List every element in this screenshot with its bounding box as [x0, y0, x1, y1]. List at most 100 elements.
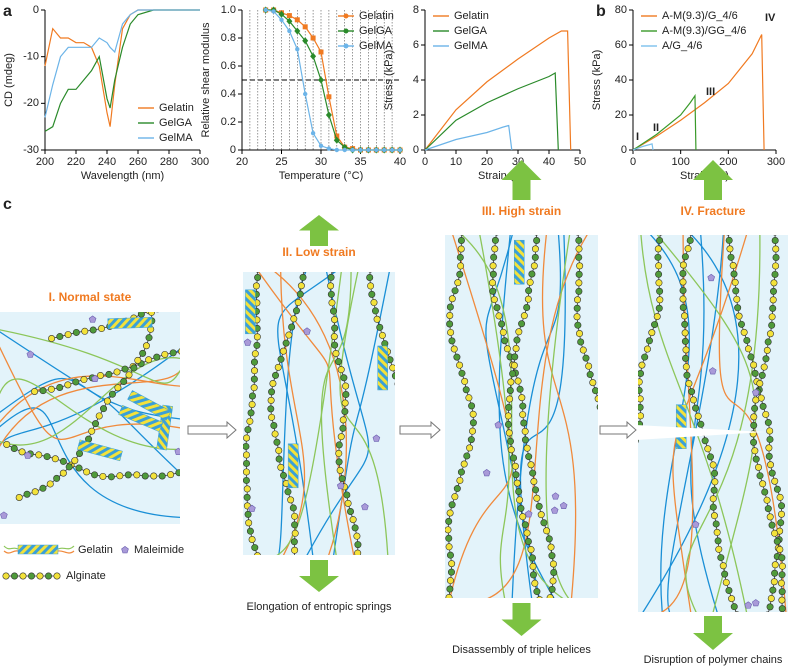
strain-arrow [693, 616, 733, 650]
annotation: I [636, 131, 639, 143]
alginate-unit [100, 405, 108, 413]
polymer-chain [545, 235, 571, 598]
alginate-unit [269, 379, 277, 387]
x-tick-label: 20 [236, 156, 248, 168]
alginate-unit [148, 292, 154, 298]
alginate-unit [656, 296, 664, 304]
alginate-unit [251, 350, 259, 358]
x-tick-label: 280 [160, 156, 178, 168]
alginate-unit [751, 369, 759, 377]
alginate-unit [527, 461, 535, 469]
alginate-unit [777, 579, 785, 587]
alginate-unit [174, 312, 175, 313]
maleimide [121, 546, 129, 554]
alginate-unit [48, 334, 56, 342]
alginate-unit [545, 535, 553, 543]
alginate-unit [680, 312, 688, 320]
strain-arrow [501, 603, 542, 636]
alginate-unit [658, 235, 663, 236]
network [445, 235, 598, 609]
alginate-unit [92, 420, 100, 428]
alginate-unit [31, 488, 39, 496]
alginate-unit [59, 457, 67, 465]
alginate-unit [120, 378, 128, 386]
alginate-unit [574, 321, 582, 329]
alginate-unit [445, 517, 453, 525]
alginate-unit [756, 472, 764, 480]
alginate-unit [175, 469, 180, 477]
alginate-unit [509, 370, 517, 378]
alginate-unit [771, 529, 779, 537]
alginate-unit [679, 303, 687, 311]
alginate-unit [354, 549, 362, 555]
marker [374, 147, 379, 153]
alginate-unit [513, 479, 521, 487]
alginate-unit [290, 538, 298, 546]
alginate-unit [450, 345, 458, 353]
alginate-unit [769, 296, 777, 304]
marker [350, 147, 355, 153]
alginate-unit [533, 236, 541, 244]
alginate-unit [179, 163, 185, 169]
marker [389, 147, 395, 153]
alginate-unit [701, 437, 709, 445]
alginate-unit [368, 290, 376, 298]
y-tick-label: 20 [615, 109, 627, 121]
alginate-unit [490, 296, 498, 304]
alginate-unit [689, 235, 694, 236]
alginate-unit [243, 485, 251, 493]
alginate-unit [582, 354, 590, 362]
alginate-unit [328, 299, 336, 307]
strain-arrow [693, 160, 733, 200]
alginate-unit [549, 577, 557, 585]
x-tick-label: 240 [98, 156, 116, 168]
legend-gelatin [17, 544, 59, 555]
alginate-unit [53, 474, 61, 482]
alginate-unit [743, 336, 751, 344]
alginate-unit [751, 447, 759, 455]
maleimide [550, 506, 559, 514]
alginate-unit [546, 594, 554, 598]
series-line [424, 124, 513, 151]
x-axis-label: Wavelength (nm) [81, 170, 164, 182]
y-tick-label: -30 [23, 144, 39, 156]
alginate-unit [532, 486, 540, 494]
alginate-unit [586, 371, 594, 379]
alginate-unit [147, 275, 153, 281]
alginate-unit [768, 469, 776, 477]
alginate-unit [536, 596, 543, 598]
alginate-unit [149, 258, 155, 264]
alginate-unit [114, 384, 122, 392]
x-tick-label: 0 [630, 156, 636, 168]
alginate-unit [331, 316, 339, 324]
stage-title: I. Normal state [49, 290, 132, 304]
alginate-unit [506, 395, 514, 403]
alginate-unit [761, 488, 769, 496]
x-tick-label: 40 [394, 156, 406, 168]
polymer-chain [0, 331, 180, 474]
y-tick-label: 4 [413, 74, 419, 86]
alginate-unit [534, 235, 539, 236]
alginate-unit [576, 262, 584, 270]
alginate-unit [531, 253, 539, 261]
alginate-unit [729, 262, 737, 270]
alginate-unit [519, 402, 527, 410]
annotation: III [706, 86, 715, 98]
alginate-unit [460, 235, 464, 236]
y-tick-label: 6 [413, 39, 419, 51]
alginate-unit [245, 519, 253, 527]
marker [358, 147, 363, 153]
alginate-unit [778, 510, 786, 518]
strain-arrow [299, 560, 339, 592]
x-tick-label: 200 [36, 156, 54, 168]
x-tick-label: 220 [67, 156, 85, 168]
alginate-unit [134, 356, 142, 364]
alginate-unit [772, 253, 780, 261]
alginate-unit [495, 312, 503, 320]
alginate-unit [772, 262, 780, 270]
alginate-unit [445, 603, 451, 609]
alginate-unit [330, 307, 338, 315]
alginate-unit [243, 459, 251, 467]
alginate-unit [376, 323, 384, 331]
alginate-unit [39, 484, 47, 492]
